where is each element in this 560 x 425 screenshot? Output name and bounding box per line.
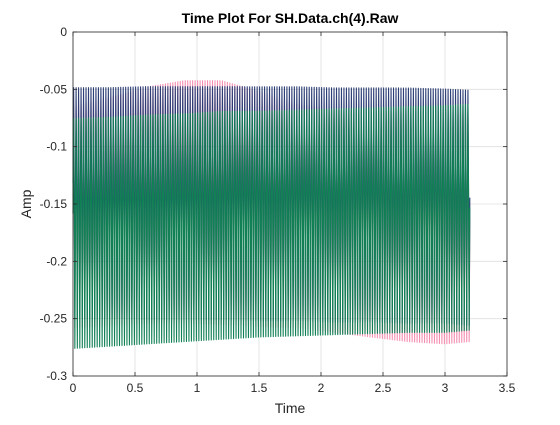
- y-tick-label: 0: [60, 25, 67, 39]
- y-tick-label: -0.05: [40, 82, 68, 96]
- ticks: [72, 31, 508, 377]
- x-tick-label: 0.5: [127, 381, 144, 395]
- x-tick-label: 3.5: [499, 381, 516, 395]
- x-tick-label: 2.5: [375, 381, 392, 395]
- y-axis-label: Amp: [18, 189, 34, 218]
- x-tick-label: 1.5: [251, 381, 268, 395]
- chart-title: Time Plot For SH.Data.ch(4).Raw: [182, 10, 399, 26]
- x-tick-label: 3: [442, 381, 449, 395]
- y-tick-label: -0.25: [40, 312, 68, 326]
- x-axis-label: Time: [275, 400, 306, 416]
- y-tick-label: -0.2: [46, 254, 67, 268]
- x-tick-label: 1: [194, 381, 201, 395]
- y-tick-label: -0.3: [46, 369, 67, 383]
- y-tick-label: -0.1: [46, 140, 67, 154]
- y-tick-labels: 0 -0.05 -0.1 -0.15 -0.2 -0.25 -0.3: [40, 25, 68, 383]
- x-tick-labels: 0 0.5 1 1.5 2 2.5 3 3.5: [70, 381, 516, 395]
- x-tick-label: 2: [318, 381, 325, 395]
- series-layer: [72, 80, 471, 349]
- x-tick-label: 0: [70, 381, 77, 395]
- y-tick-label: -0.15: [40, 197, 68, 211]
- series-line-3: [72, 103, 471, 349]
